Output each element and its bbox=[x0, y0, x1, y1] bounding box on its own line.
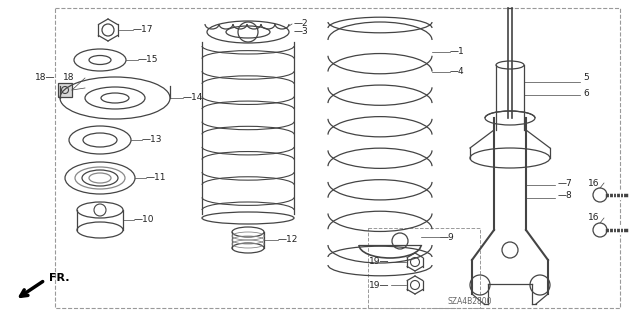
Text: 16: 16 bbox=[588, 179, 600, 188]
Text: —9: —9 bbox=[440, 233, 455, 241]
Text: —17: —17 bbox=[133, 26, 154, 34]
Text: 6: 6 bbox=[583, 88, 589, 98]
Text: —8: —8 bbox=[558, 191, 573, 201]
Text: 19—: 19— bbox=[369, 257, 389, 266]
Text: 5: 5 bbox=[583, 73, 589, 83]
Text: 19—: 19— bbox=[369, 280, 389, 290]
Text: —13: —13 bbox=[142, 136, 163, 145]
Polygon shape bbox=[58, 83, 72, 97]
Text: SZA4B2800: SZA4B2800 bbox=[448, 297, 492, 306]
Text: —4: —4 bbox=[450, 68, 465, 77]
Text: —7: —7 bbox=[558, 179, 573, 188]
Text: 16: 16 bbox=[588, 213, 600, 222]
Text: FR.: FR. bbox=[49, 273, 70, 283]
Text: —1: —1 bbox=[450, 48, 465, 56]
Text: 18: 18 bbox=[63, 73, 74, 83]
Text: —15: —15 bbox=[138, 56, 159, 64]
Text: 18—: 18— bbox=[35, 73, 55, 83]
Text: —3: —3 bbox=[294, 27, 308, 36]
Text: —2: —2 bbox=[294, 19, 308, 28]
Text: —10: —10 bbox=[134, 216, 154, 225]
Text: —11: —11 bbox=[146, 174, 166, 182]
Text: —12: —12 bbox=[278, 235, 298, 244]
Text: —14: —14 bbox=[183, 93, 204, 102]
